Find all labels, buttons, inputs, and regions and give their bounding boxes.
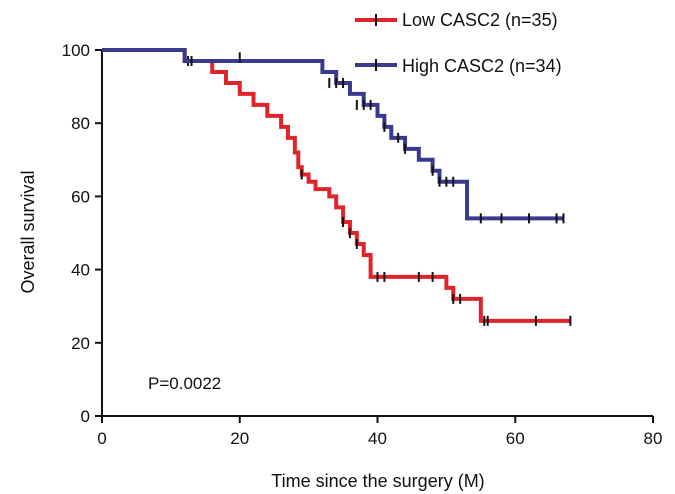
- y-tick-label: 20: [71, 334, 90, 353]
- legend-label-low: Low CASC2 (n=35): [402, 10, 558, 30]
- x-tick-label: 80: [644, 429, 663, 448]
- legend-label-high: High CASC2 (n=34): [402, 56, 562, 76]
- y-tick-label: 60: [71, 187, 90, 206]
- x-tick-label: 0: [97, 429, 106, 448]
- y-tick-label: 0: [81, 407, 90, 426]
- y-tick-label: 80: [71, 114, 90, 133]
- x-tick-label: 60: [506, 429, 525, 448]
- survival-curve-high: [102, 48, 564, 221]
- survival-curve-low: [102, 48, 571, 323]
- legend: Low CASC2 (n=35) High CASC2 (n=34): [355, 10, 562, 76]
- x-tick-label: 40: [368, 429, 387, 448]
- y-tick-label: 100: [62, 41, 90, 60]
- x-axis-title: Time since the surgery (M): [271, 471, 484, 491]
- p-value-annotation: P=0.0022: [148, 374, 221, 393]
- x-tick-label: 20: [230, 429, 249, 448]
- tick-group: 0 20 40 60 80 0 20 40 60 80 100: [62, 41, 663, 448]
- y-axis-title: Overall survival: [18, 170, 38, 293]
- series-layer: [102, 48, 572, 326]
- y-tick-label: 40: [71, 261, 90, 280]
